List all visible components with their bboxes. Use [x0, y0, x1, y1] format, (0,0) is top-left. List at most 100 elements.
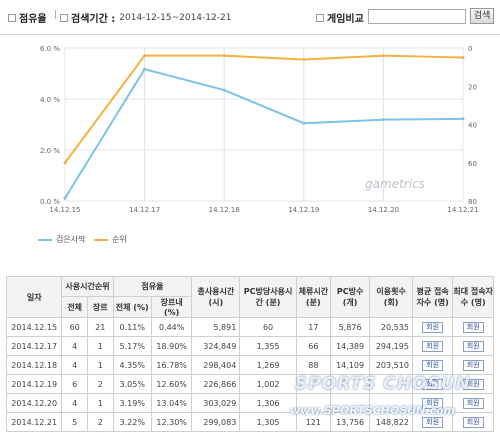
cell-max-conn: 회원	[452, 412, 494, 432]
view-avg-conn-button[interactable]: 회원	[422, 359, 444, 371]
share-chart-panel: 0.0 % 2.0 % 4.0 % 6.0 % 0 20 40 60 80 14.12.15 14.…	[0, 38, 500, 256]
series-point-1	[461, 117, 465, 121]
cell-date: 2014.12.18	[5, 355, 63, 375]
cell-share-total: 0.11%	[112, 317, 152, 337]
header-pc-count: PC방수 (개)	[329, 276, 371, 318]
view-max-conn-button[interactable]: 회원	[462, 378, 484, 390]
y-right-tick-label: 60	[468, 160, 477, 168]
cell-rank-genre: 1	[86, 336, 114, 356]
legend-label: 순위	[112, 235, 127, 244]
view-max-conn-button[interactable]: 회원	[462, 416, 484, 428]
gametrics-watermark: gametrics	[365, 177, 425, 191]
view-avg-conn-button[interactable]: 회원	[422, 321, 444, 333]
header-share-group: 점유율	[112, 276, 193, 297]
cell-share-total: 3.22%	[112, 412, 152, 432]
cell-usage-count: 148,822	[369, 412, 413, 432]
series-point-2	[143, 54, 147, 58]
table-row: 2014.12.17 4 1 5.17% 18.90% 324,849 1,355 66 14,…	[5, 336, 494, 356]
x-tick-label: 14.12.19	[288, 206, 319, 214]
view-avg-conn-button[interactable]: 회원	[422, 340, 444, 352]
search-period: 검색기간 : 2014-12-15~2014-12-21	[60, 10, 231, 25]
view-max-conn-button[interactable]: 회원	[462, 359, 484, 371]
period-checkbox[interactable]	[60, 13, 68, 22]
game-compare: 게임비교 :	[316, 10, 371, 25]
cell-pc-count: 13,756	[329, 412, 371, 432]
view-avg-conn-button[interactable]: 회원	[422, 397, 444, 409]
cell-share-total: 5.17%	[112, 336, 152, 356]
header-stay-time: 체류시간 (분)	[295, 276, 331, 318]
series-point-2	[461, 56, 465, 60]
cell-date: 2014.12.15	[5, 317, 63, 337]
cell-date: 2014.12.20	[5, 393, 63, 413]
cell-share-genre: 18.90%	[150, 336, 193, 356]
cell-total-time: 226,866	[191, 374, 241, 394]
cell-total-time: 5,891	[191, 317, 241, 337]
header-total-time: 총사용시간 (시)	[191, 276, 241, 318]
divider: |	[54, 10, 58, 20]
header-rank-total: 전체	[61, 296, 88, 318]
header-share-total: 전체 (%)	[112, 296, 152, 318]
legend-swatch-icon	[38, 238, 52, 241]
cell-usage-count: 203,510	[369, 355, 413, 375]
cell-pcbang-time: 1,269	[239, 355, 297, 375]
x-tick-label: 14.12.21	[447, 206, 478, 214]
cell-pcbang-time: 1,355	[239, 336, 297, 356]
share-toggle[interactable]: 점유율	[8, 10, 47, 25]
header-share-genre: 장르내 (%)	[150, 296, 193, 318]
cell-rank-genre: 1	[86, 393, 114, 413]
view-max-conn-button[interactable]: 회원	[462, 321, 484, 333]
cell-pc-count: 14,389	[329, 336, 371, 356]
x-tick-label: 14.12.20	[368, 206, 399, 214]
cell-stay-time: 66	[295, 336, 331, 356]
x-tick-label: 14.12.15	[49, 206, 80, 214]
y-right-tick-label: 80	[468, 198, 477, 206]
search-toolbar: 점유율 | 검색기간 : 2014-12-15~2014-12-21 게임비교 …	[0, 0, 500, 35]
cell-rank-genre: 1	[86, 355, 114, 375]
cell-total-time: 303,029	[191, 393, 241, 413]
table-row: 2014.12.15 60 21 0.11% 0.44% 5,891 60 17 5,876 20…	[5, 317, 494, 337]
cell-usage-count: 294,195	[369, 336, 413, 356]
series-line-2	[64, 54, 464, 164]
cell-share-genre: 12.30%	[150, 412, 193, 432]
legend-swatch-icon	[94, 238, 108, 241]
header-rank-group: 사용시간순위	[61, 276, 114, 297]
y-right-tick-label: 40	[468, 122, 477, 130]
cell-rank-total: 6	[61, 374, 88, 394]
cell-max-conn: 회원	[452, 393, 494, 413]
series-point-2	[222, 54, 226, 58]
view-avg-conn-button[interactable]: 회원	[422, 416, 444, 428]
cell-share-genre: 13.04%	[150, 393, 193, 413]
cell-share-total: 3.05%	[112, 374, 152, 394]
view-avg-conn-button[interactable]: 회원	[422, 378, 444, 390]
newspaper-watermark-url: www.SPORTSCHOSUN.com	[290, 404, 456, 417]
header-date: 일자	[5, 276, 63, 318]
cell-avg-conn: 회원	[411, 355, 454, 375]
cell-date: 2014.12.17	[5, 336, 63, 356]
view-max-conn-button[interactable]: 회원	[462, 340, 484, 352]
cell-pcbang-time: 60	[239, 317, 297, 337]
cell-date: 2014.12.19	[5, 374, 63, 394]
series-point-1	[143, 67, 147, 71]
cell-avg-conn: 회원	[411, 317, 454, 337]
search-period-value: 2014-12-15~2014-12-21	[119, 12, 232, 23]
cell-rank-genre: 2	[86, 374, 114, 394]
x-tick-label: 14.12.17	[129, 206, 160, 214]
series-point-2	[63, 161, 67, 165]
game-compare-input[interactable]	[368, 9, 466, 24]
search-button[interactable]: 검색	[470, 8, 494, 24]
stats-table-body: 2014.12.15 60 21 0.11% 0.44% 5,891 60 17 5,876 20…	[5, 317, 494, 432]
cell-max-conn: 회원	[452, 355, 494, 375]
series-point-1	[63, 196, 67, 200]
series-line-1	[64, 68, 464, 199]
cell-rank-total: 4	[61, 336, 88, 356]
table-row: 2014.12.20 4 1 3.19% 13.04% 303,029 1,306 회원 회원	[5, 393, 494, 413]
stats-table: 일자 사용시간순위 점유율 총사용시간 (시) PC방당사용시간 (분) 체류시…	[5, 276, 494, 432]
cell-rank-genre: 21	[86, 317, 114, 337]
y-left-tick-label: 0.0 %	[40, 198, 60, 206]
view-max-conn-button[interactable]: 회원	[462, 397, 484, 409]
series-point-1	[222, 88, 226, 92]
share-checkbox[interactable]	[8, 13, 16, 22]
cell-pcbang-time: 1,306	[239, 393, 297, 413]
cell-share-genre: 12.60%	[150, 374, 193, 394]
compare-checkbox[interactable]	[316, 13, 324, 22]
